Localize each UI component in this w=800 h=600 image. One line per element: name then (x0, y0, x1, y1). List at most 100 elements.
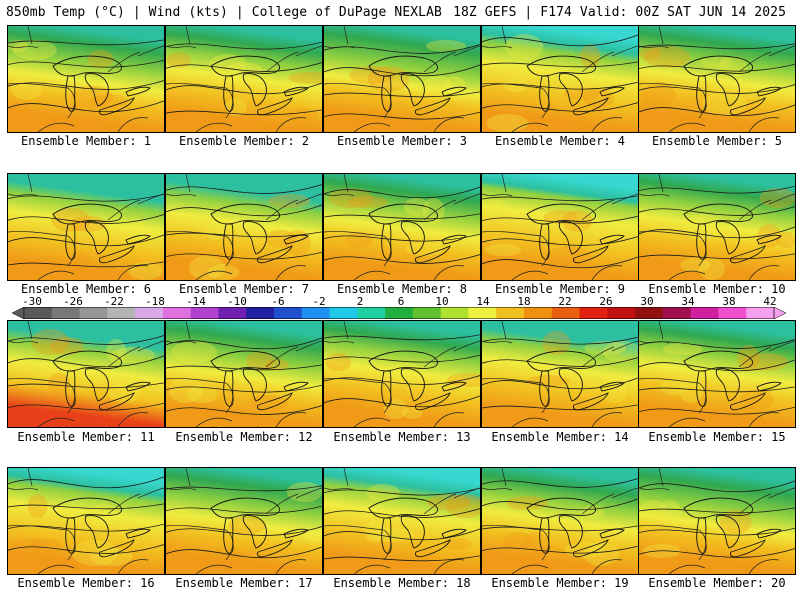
state-border (639, 340, 670, 344)
state-border (639, 45, 670, 49)
state-border (8, 231, 69, 237)
state-border (433, 559, 465, 574)
state-border (137, 193, 164, 205)
temperature-patch (27, 494, 48, 518)
height-contour (639, 548, 795, 558)
temperature-field (166, 174, 322, 280)
temperature-patch (171, 341, 218, 363)
height-contour (639, 43, 795, 50)
state-border (581, 493, 615, 515)
great-lakes-outline (257, 392, 293, 411)
height-contour (166, 546, 322, 559)
colorbar-swatch (190, 307, 219, 319)
height-contour (324, 395, 480, 408)
height-contour (166, 184, 322, 194)
state-border (8, 525, 69, 531)
state-border (658, 468, 664, 487)
temperature-patch (12, 40, 57, 60)
state-border (117, 117, 149, 132)
colorbar-tick-label: 42 (763, 295, 777, 308)
height-contour (482, 478, 638, 488)
height-contour (639, 507, 795, 514)
state-border (37, 270, 75, 280)
height-contour (639, 84, 795, 94)
great-lakes-outline (558, 221, 583, 255)
state-border (668, 417, 706, 427)
temperature-patch (87, 50, 114, 68)
ensemble-member-label: Ensemble Member: 15 (648, 430, 786, 444)
state-border (768, 45, 795, 57)
great-lakes-outline (756, 381, 782, 392)
temperature-field (8, 26, 164, 132)
temperature-field (8, 321, 164, 427)
state-border (748, 117, 780, 132)
state-border (37, 564, 75, 574)
great-lakes-outline (730, 97, 766, 116)
height-contour (482, 195, 638, 202)
ensemble-member-label: Ensemble Member: 10 (648, 282, 786, 296)
ensemble-map-4 (481, 25, 639, 133)
colorbar-swatch (385, 307, 414, 319)
great-lakes-outline (599, 381, 625, 392)
ensemble-member-label: Ensemble Member: 2 (178, 134, 310, 148)
ensemble-member-label: Ensemble Member: 18 (333, 576, 471, 590)
temperature-patch (70, 216, 106, 232)
state-border (511, 270, 549, 280)
great-lakes-outline (715, 368, 740, 402)
temperature-shading (324, 468, 480, 574)
ensemble-map-7 (165, 173, 323, 281)
state-border (611, 193, 638, 205)
colorbar-swatch (718, 307, 747, 319)
great-lakes-outline (65, 370, 76, 407)
state-border (324, 193, 355, 197)
colorbar-swatch (301, 307, 331, 319)
temperature-patch (31, 329, 70, 355)
ensemble-map-13 (323, 320, 481, 428)
height-contour (482, 404, 638, 411)
temperature-patch (584, 341, 627, 355)
state-border (482, 45, 513, 49)
great-lakes-outline (730, 392, 766, 411)
great-lakes-outline (599, 528, 625, 539)
state-border (482, 193, 513, 197)
state-border (433, 265, 465, 280)
state-border (275, 265, 307, 280)
great-lakes-outline (400, 368, 425, 402)
temperature-patch (759, 188, 795, 208)
colorbar-tick-label: 34 (681, 295, 695, 308)
temperature-field (639, 26, 795, 132)
ensemble-member-label: Ensemble Member: 14 (491, 430, 629, 444)
height-contour (166, 82, 322, 95)
height-contour (166, 526, 322, 536)
great-lakes-outline (125, 381, 151, 392)
great-lakes-outline (539, 370, 550, 407)
great-lakes-outline (223, 223, 234, 260)
great-lakes-outline (696, 223, 707, 260)
state-border (433, 117, 465, 132)
colorbar-tick-label: 38 (722, 295, 736, 308)
state-border (748, 412, 780, 427)
temperature-patch (660, 379, 689, 395)
ensemble-map-12 (165, 320, 323, 428)
great-lakes-outline (65, 223, 76, 260)
colorbar-tick-label: -14 (186, 295, 206, 308)
state-border (581, 199, 615, 221)
great-lakes-outline (242, 515, 267, 549)
state-border (423, 51, 457, 73)
height-contour (324, 186, 480, 199)
height-contour (639, 406, 795, 415)
temperature-patch (546, 246, 592, 272)
temperature-patch (188, 256, 225, 280)
state-border (639, 525, 700, 531)
great-lakes-outline (223, 75, 234, 112)
temperature-patch (582, 88, 615, 108)
ensemble-map-15 (638, 320, 796, 428)
height-contour (8, 234, 164, 247)
state-border (591, 412, 623, 427)
colorbar-swatch (162, 307, 192, 319)
height-contour (482, 377, 638, 390)
colorbar-max-arrow (773, 307, 786, 319)
great-lakes-outline (715, 515, 740, 549)
state-border (611, 45, 638, 57)
temperature-patch (403, 198, 430, 216)
